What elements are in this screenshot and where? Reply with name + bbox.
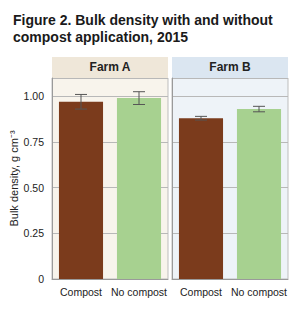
svg-text:Compost: Compost — [180, 286, 222, 298]
svg-text:No compost: No compost — [231, 286, 287, 298]
svg-text:0.50: 0.50 — [24, 182, 45, 194]
svg-text:No compost: No compost — [111, 286, 167, 298]
svg-text:Figure 2. Bulk density with an: Figure 2. Bulk density with and without — [13, 12, 277, 28]
svg-text:Farm B: Farm B — [209, 60, 251, 74]
svg-text:0.25: 0.25 — [24, 227, 45, 239]
svg-text:Bulk density, g cm⁻³: Bulk density, g cm⁻³ — [8, 130, 20, 226]
svg-text:0: 0 — [38, 273, 44, 285]
svg-text:Farm A: Farm A — [90, 60, 131, 74]
svg-text:compost application, 2015: compost application, 2015 — [13, 29, 188, 45]
svg-text:Compost: Compost — [60, 286, 102, 298]
svg-text:0.75: 0.75 — [24, 136, 45, 148]
svg-text:1.00: 1.00 — [24, 90, 45, 102]
